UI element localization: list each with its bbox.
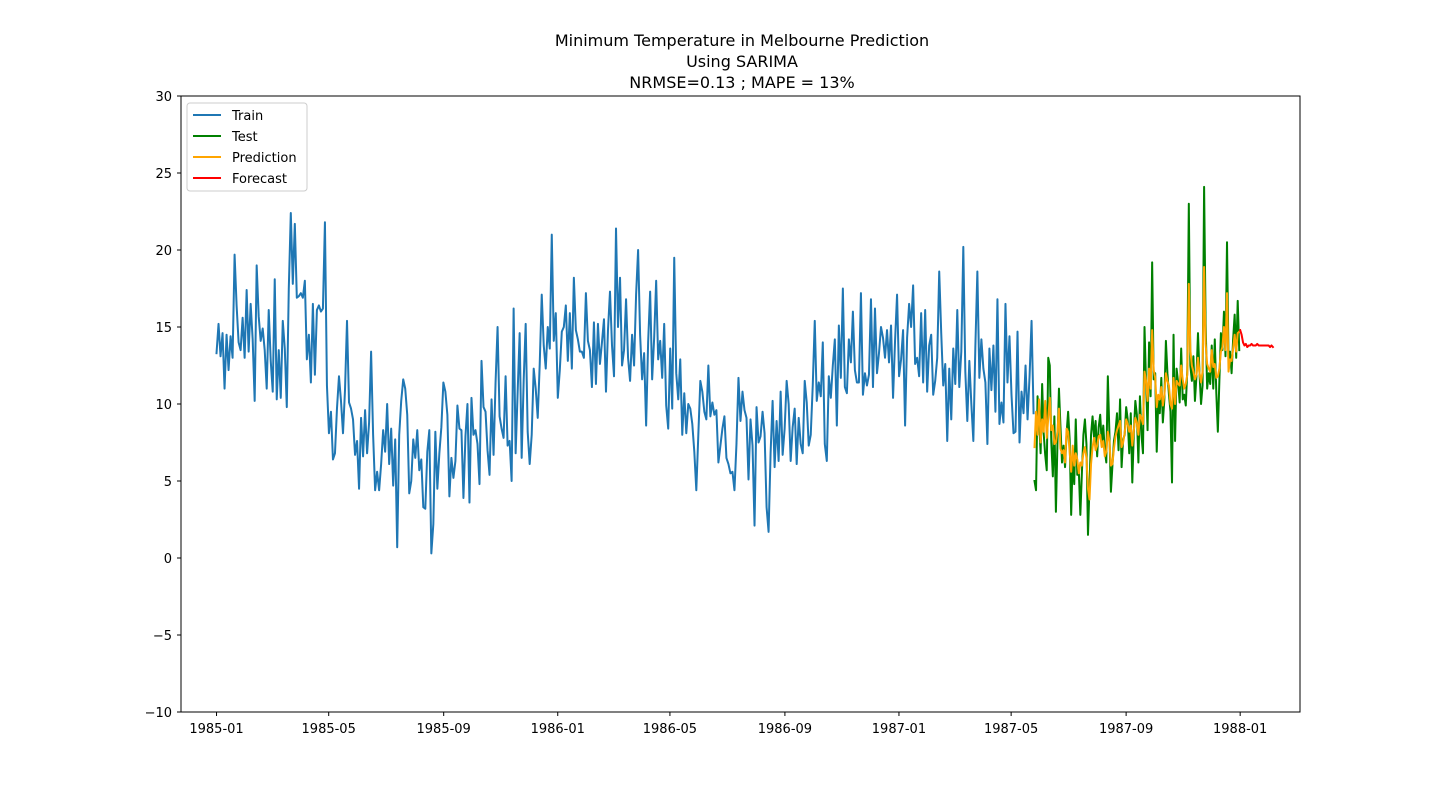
x-tick-label: 1987-01 (872, 722, 926, 737)
series-line-prediction (1033, 265, 1241, 501)
y-tick-label: 5 (164, 475, 172, 490)
chart-title-line-1: Minimum Temperature in Melbourne Predict… (555, 31, 929, 50)
x-tick-label: 1988-01 (1213, 722, 1267, 737)
legend-box (186, 102, 308, 192)
x-tick-label: 1986-05 (643, 722, 697, 737)
y-tick-label: 20 (155, 244, 172, 259)
y-tick-label: 15 (155, 321, 172, 336)
y-tick-label: 10 (155, 398, 172, 413)
x-tick-label: 1986-01 (531, 722, 585, 737)
x-tick-label: 1987-09 (1099, 722, 1153, 737)
legend: Train Test Prediction Forecast (186, 102, 308, 192)
y-tick-label: 0 (164, 552, 172, 567)
y-tick-label: 30 (155, 90, 172, 105)
chart-title: Minimum Temperature in Melbourne Predict… (555, 31, 929, 92)
legend-label-prediction: Prediction (232, 151, 297, 166)
x-tick-label: 1987-05 (984, 722, 1038, 737)
series-line-forecast (1238, 328, 1275, 349)
axes: −10 −5 0 5 10 15 20 25 30 1985-01 1985-05 1985-09 19… (145, 90, 1301, 737)
x-tick-label: 1986-09 (758, 722, 812, 737)
plot-area (215, 185, 1275, 555)
y-tick-label: −5 (153, 629, 172, 644)
x-tick-label: 1985-01 (189, 722, 243, 737)
legend-label-train: Train (231, 109, 263, 124)
legend-label-forecast: Forecast (232, 172, 287, 187)
chart-title-line-3: NRMSE=0.13 ; MAPE = 13% (629, 73, 854, 92)
y-tick-label: −10 (145, 706, 172, 721)
x-tick-label: 1985-05 (302, 722, 356, 737)
y-tick-label: 25 (155, 167, 172, 182)
legend-label-test: Test (231, 130, 258, 145)
x-tick-label: 1985-09 (417, 722, 471, 737)
series-line-train (215, 212, 1035, 555)
chart-title-line-2: Using SARIMA (686, 52, 798, 71)
